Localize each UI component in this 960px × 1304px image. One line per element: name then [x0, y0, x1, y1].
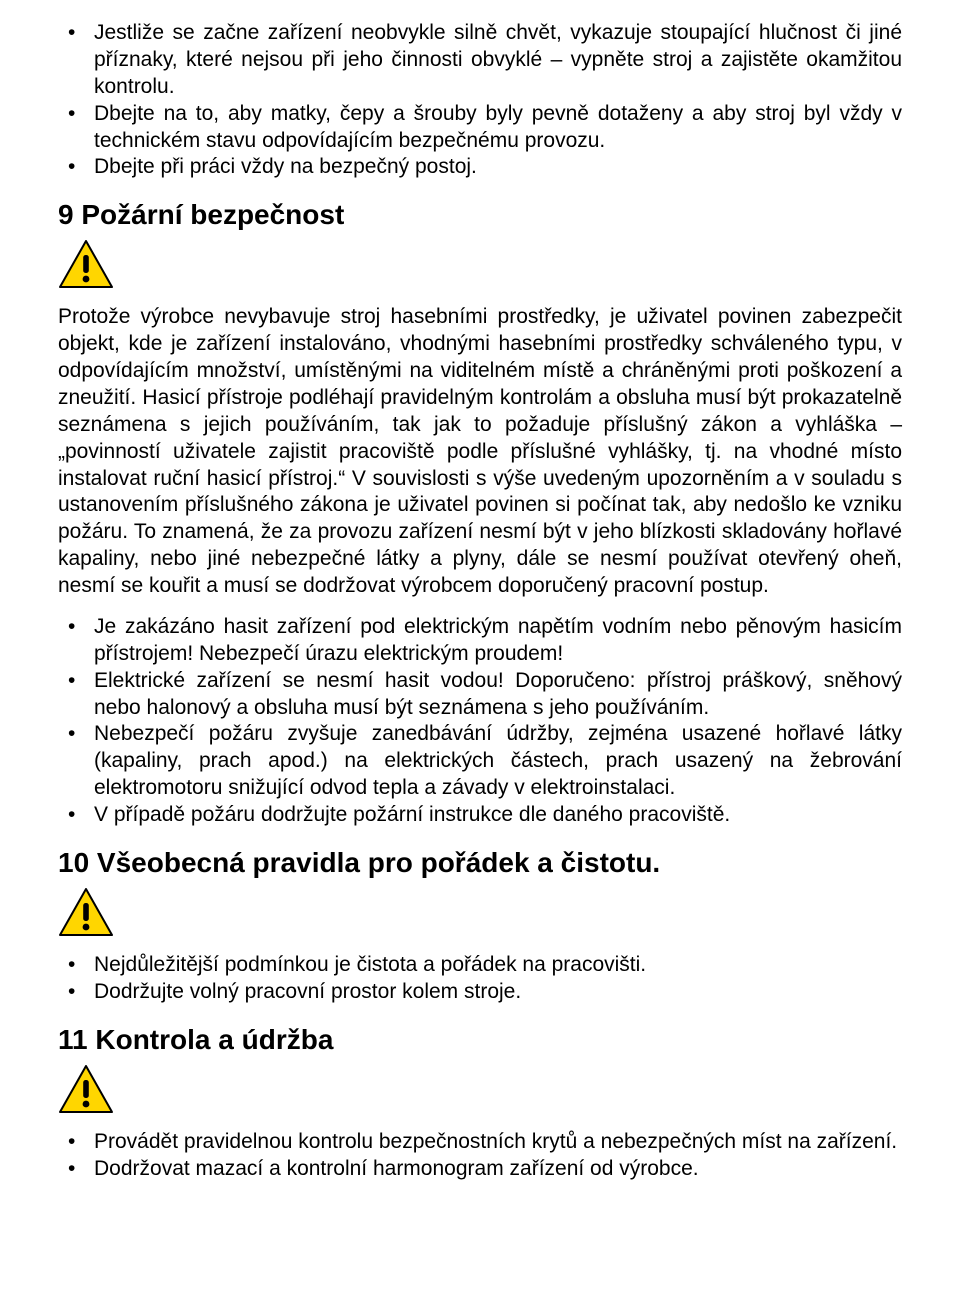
warning-icon	[58, 887, 902, 942]
warning-icon	[58, 1064, 902, 1119]
section-9-heading: 9 Požární bezpečnost	[58, 199, 902, 231]
list-item: Dbejte na to, aby matky, čepy a šrouby b…	[58, 101, 902, 155]
list-item: Je zakázáno hasit zařízení pod elektrick…	[58, 614, 902, 668]
list-item: Provádět pravidelnou kontrolu bezpečnost…	[58, 1129, 902, 1156]
section-11-list: Provádět pravidelnou kontrolu bezpečnost…	[58, 1129, 902, 1183]
intro-list: Jestliže se začne zařízení neobvykle sil…	[58, 20, 902, 181]
list-item: Jestliže se začne zařízení neobvykle sil…	[58, 20, 902, 101]
document-page: Jestliže se začne zařízení neobvykle sil…	[0, 0, 960, 1230]
list-item: Elektrické zařízení se nesmí hasit vodou…	[58, 668, 902, 722]
section-9-list: Je zakázáno hasit zařízení pod elektrick…	[58, 614, 902, 829]
section-9-paragraph: Protože výrobce nevybavuje stroj hasební…	[58, 304, 902, 600]
section-10-list: Nejdůležitější podmínkou je čistota a po…	[58, 952, 902, 1006]
list-item: Dodržovat mazací a kontrolní harmonogram…	[58, 1156, 902, 1183]
list-item: Nejdůležitější podmínkou je čistota a po…	[58, 952, 902, 979]
warning-icon	[58, 239, 902, 294]
list-item: Nebezpečí požáru zvyšuje zanedbávání údr…	[58, 721, 902, 802]
section-11-heading: 11 Kontrola a údržba	[58, 1024, 902, 1056]
section-10-heading: 10 Všeobecná pravidla pro pořádek a čist…	[58, 847, 902, 879]
list-item: Dodržujte volný pracovní prostor kolem s…	[58, 979, 902, 1006]
list-item: V případě požáru dodržujte požární instr…	[58, 802, 902, 829]
list-item: Dbejte při práci vždy na bezpečný postoj…	[58, 154, 902, 181]
